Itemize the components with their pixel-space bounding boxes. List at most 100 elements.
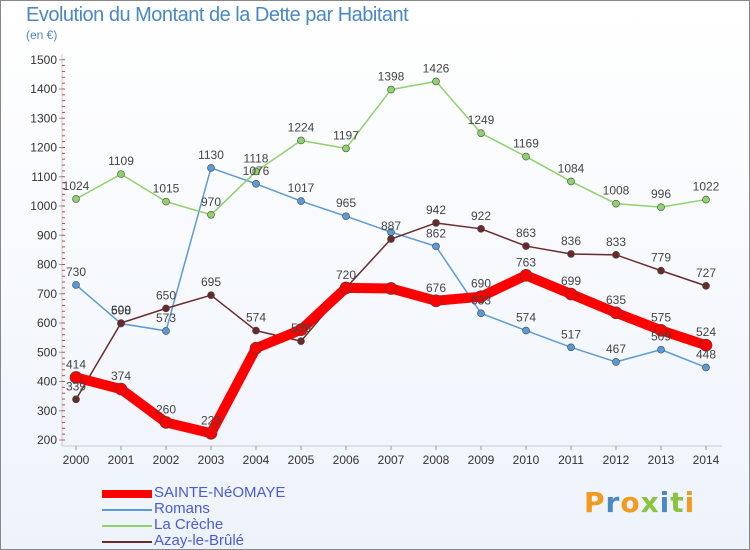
x-tick-label: 2013 bbox=[648, 453, 675, 467]
data-point bbox=[612, 199, 620, 208]
data-label: 779 bbox=[651, 251, 671, 265]
data-label: 695 bbox=[201, 275, 221, 289]
data-point bbox=[477, 225, 485, 233]
data-point bbox=[117, 170, 125, 178]
x-tick-label: 2001 bbox=[108, 453, 135, 467]
legend-swatch bbox=[102, 509, 152, 511]
y-tick-label: 500 bbox=[37, 345, 57, 359]
y-tick-label: 1500 bbox=[30, 53, 57, 67]
data-label: 1197 bbox=[333, 128, 359, 142]
y-tick-label: 1200 bbox=[30, 141, 57, 155]
data-label: 1224 bbox=[288, 120, 315, 134]
y-tick-label: 200 bbox=[37, 433, 57, 447]
data-point bbox=[207, 291, 215, 300]
y-tick-label: 300 bbox=[37, 404, 57, 418]
data-point bbox=[432, 242, 440, 251]
data-label: 598 bbox=[111, 304, 131, 318]
data-point bbox=[702, 195, 710, 204]
data-label: 374 bbox=[111, 369, 131, 383]
data-label: 1024 bbox=[63, 179, 90, 193]
data-label: 414 bbox=[66, 357, 86, 371]
data-label: 600 bbox=[111, 303, 131, 317]
data-label: 727 bbox=[696, 266, 716, 280]
y-tick-label: 700 bbox=[37, 287, 57, 301]
legend-label: La Crèche bbox=[154, 516, 224, 533]
data-point bbox=[387, 235, 395, 243]
y-tick-label: 400 bbox=[37, 375, 57, 389]
x-tick-label: 2006 bbox=[333, 453, 360, 467]
data-label: 1249 bbox=[468, 113, 495, 127]
data-point bbox=[612, 251, 620, 259]
y-tick-label: 900 bbox=[37, 228, 57, 242]
data-point bbox=[252, 179, 260, 188]
data-label: 574 bbox=[246, 311, 266, 325]
y-tick-label: 600 bbox=[37, 316, 57, 330]
data-label: 863 bbox=[516, 226, 536, 240]
data-label: 970 bbox=[201, 195, 221, 209]
data-label: 633 bbox=[471, 293, 491, 307]
data-point bbox=[207, 210, 215, 219]
data-point bbox=[567, 343, 575, 352]
x-tick-label: 2002 bbox=[153, 453, 180, 467]
x-tick-label: 2005 bbox=[288, 453, 315, 467]
data-point bbox=[657, 203, 665, 211]
y-tick-label: 1300 bbox=[30, 111, 57, 125]
legend-swatch bbox=[102, 490, 152, 498]
data-label: 836 bbox=[561, 234, 581, 248]
data-label: 1015 bbox=[153, 182, 180, 196]
legend-label: Romans bbox=[154, 500, 210, 517]
data-point bbox=[432, 219, 440, 227]
data-label: 448 bbox=[696, 347, 716, 361]
data-point bbox=[657, 345, 665, 354]
legend-label: SAINTE-NéOMAYE bbox=[154, 484, 286, 501]
data-label: 538 bbox=[291, 321, 311, 335]
data-point bbox=[432, 77, 440, 86]
data-label: 1109 bbox=[108, 154, 134, 168]
data-point bbox=[252, 326, 260, 335]
data-point bbox=[699, 338, 713, 352]
data-point bbox=[384, 282, 398, 295]
x-tick-label: 2009 bbox=[468, 453, 495, 467]
data-point bbox=[162, 304, 170, 313]
chart-title: Evolution du Montant de la Dette par Hab… bbox=[26, 4, 409, 26]
x-tick-label: 2011 bbox=[558, 453, 584, 467]
x-tick-label: 2007 bbox=[378, 453, 405, 467]
data-label: 1118 bbox=[244, 151, 269, 165]
data-label: 833 bbox=[606, 235, 626, 249]
data-label: 922 bbox=[471, 209, 491, 223]
y-tick-label: 1000 bbox=[30, 199, 57, 213]
y-tick-label: 1100 bbox=[31, 170, 57, 184]
data-label: 730 bbox=[66, 265, 86, 279]
data-label: 1008 bbox=[603, 184, 630, 198]
data-label: 763 bbox=[516, 255, 536, 269]
data-label: 339 bbox=[66, 379, 86, 393]
legend-swatch bbox=[102, 525, 152, 527]
data-point bbox=[162, 197, 170, 206]
data-point bbox=[657, 266, 665, 275]
data-label: 260 bbox=[156, 402, 176, 416]
data-point bbox=[249, 341, 263, 355]
data-label: 720 bbox=[336, 268, 356, 282]
data-label: 574 bbox=[516, 311, 536, 325]
data-point bbox=[72, 395, 80, 404]
proxiti-logo: Proxiti bbox=[584, 486, 696, 519]
data-label: 862 bbox=[426, 226, 446, 240]
data-point bbox=[567, 250, 575, 258]
data-point bbox=[474, 290, 488, 303]
data-label: 575 bbox=[651, 310, 671, 324]
data-point bbox=[159, 416, 173, 429]
data-point bbox=[342, 212, 350, 221]
data-point bbox=[654, 324, 668, 337]
data-label: 223 bbox=[201, 413, 221, 427]
y-tick-label: 800 bbox=[37, 258, 57, 272]
data-point bbox=[69, 371, 83, 384]
data-point bbox=[117, 319, 125, 327]
data-point bbox=[702, 282, 710, 290]
data-label: 965 bbox=[336, 196, 356, 210]
data-label: 887 bbox=[381, 219, 401, 233]
data-point bbox=[339, 281, 353, 295]
data-label: 996 bbox=[651, 187, 671, 201]
data-label: 1022 bbox=[693, 180, 720, 194]
data-label: 699 bbox=[561, 274, 581, 288]
